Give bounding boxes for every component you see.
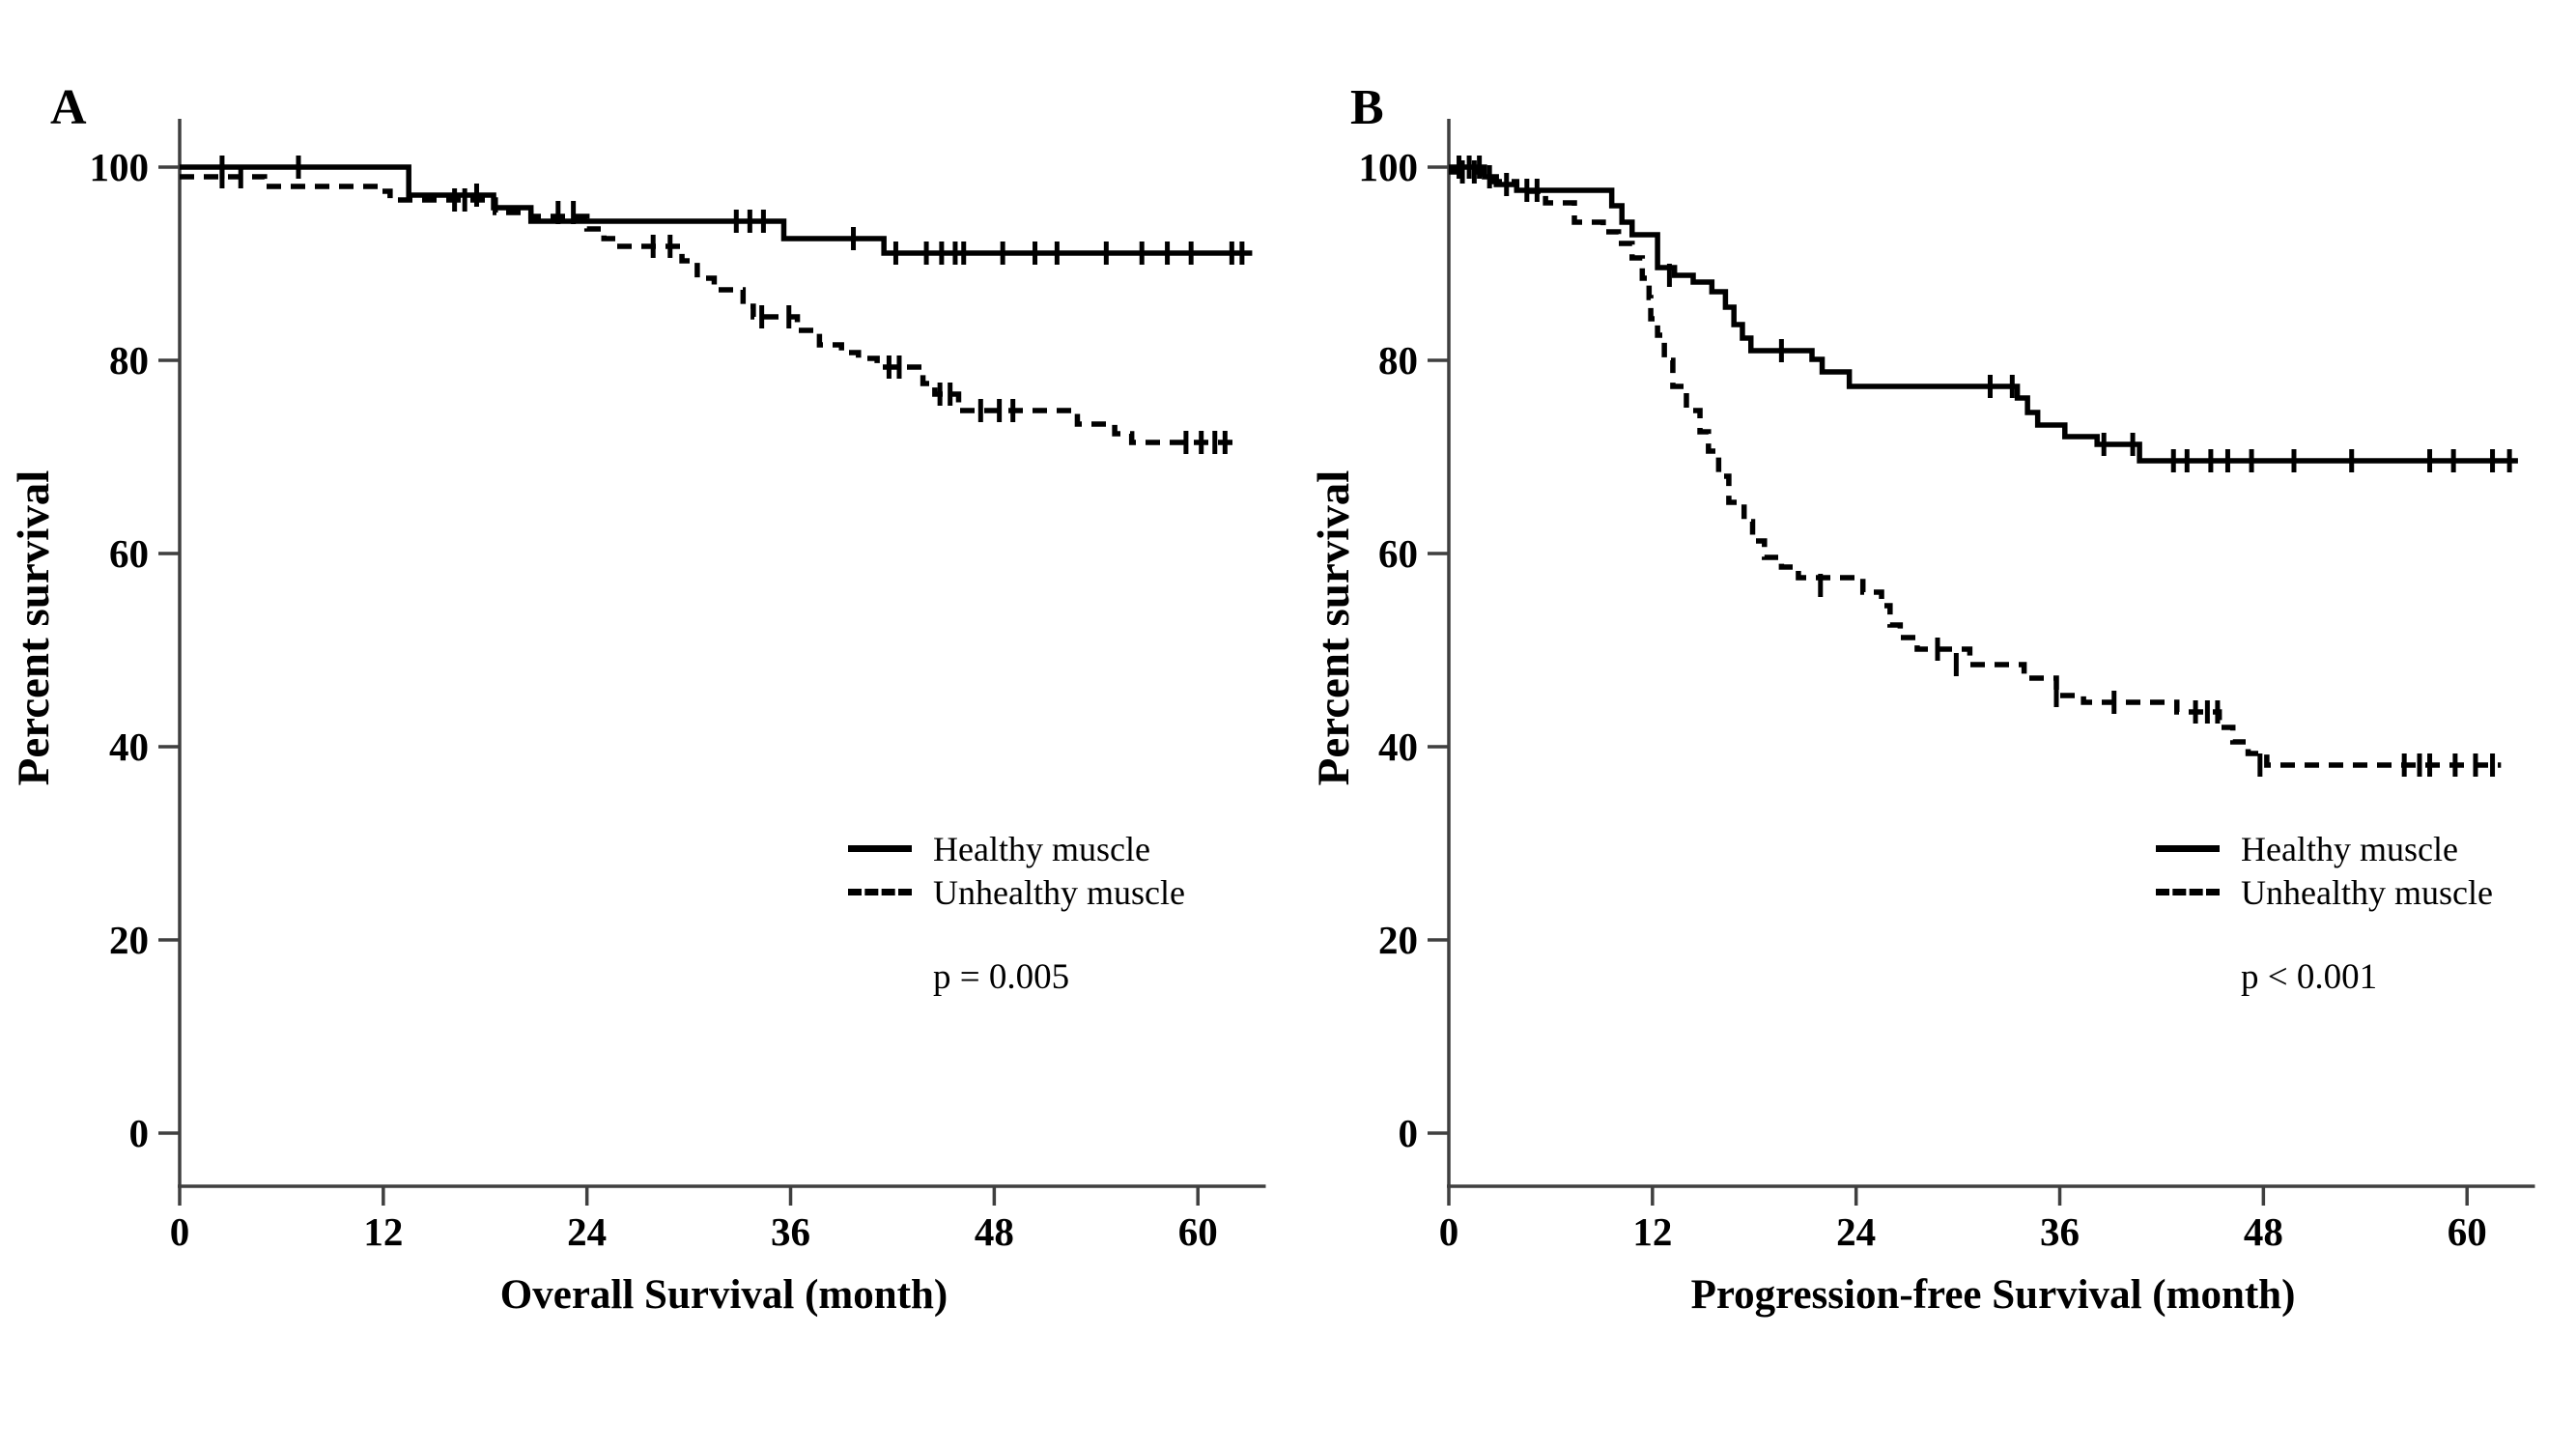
dashed-line-swatch-icon bbox=[848, 889, 912, 895]
y-tick-label: 0 bbox=[1399, 1111, 1419, 1155]
legend: Healthy muscle Unhealthy muscle p = 0.00… bbox=[848, 827, 1273, 998]
x-tick-label: 60 bbox=[2448, 1209, 2487, 1254]
legend-item-unhealthy: Unhealthy muscle bbox=[848, 870, 1273, 914]
legend-item-healthy: Healthy muscle bbox=[848, 827, 1273, 870]
y-tick-label: 60 bbox=[1378, 531, 1418, 576]
y-axis-title: Percent survival bbox=[1309, 469, 1359, 786]
y-tick-label: 20 bbox=[109, 918, 149, 962]
panel-letter: B bbox=[1350, 80, 1384, 135]
survival-curve-healthy-muscle bbox=[180, 164, 1253, 256]
y-tick-label: 100 bbox=[90, 145, 150, 189]
panel-overall-survival: 0 12 24 36 48 60 0 20 40 60 80 100 A Percent surviv… bbox=[9, 80, 1273, 1318]
panel-progression-free-survival: 0 12 24 36 48 60 0 20 40 60 80 100 B Percent surviv… bbox=[1269, 0, 2576, 1449]
y-tick-label: 40 bbox=[1378, 724, 1418, 769]
x-axis-title: Overall Survival (month) bbox=[499, 1272, 948, 1318]
x-tick-label: 24 bbox=[1836, 1209, 1876, 1254]
y-tick-label: 0 bbox=[129, 1111, 150, 1155]
dashed-line-swatch-icon bbox=[2156, 889, 2220, 895]
legend-label: Unhealthy muscle bbox=[2241, 872, 2493, 912]
y-tick-label: 80 bbox=[1378, 338, 1418, 383]
survival-curve-healthy-muscle bbox=[1449, 164, 2518, 464]
x-tick-label: 48 bbox=[2244, 1209, 2283, 1254]
legend-item-unhealthy: Unhealthy muscle bbox=[2156, 870, 2576, 914]
progression-free-survival-plot: 0 12 24 36 48 60 0 20 40 60 80 100 bbox=[1359, 119, 2535, 1254]
x-tick-label: 12 bbox=[1632, 1209, 1672, 1254]
x-axis-title: Progression-free Survival (month) bbox=[1690, 1272, 2296, 1318]
solid-line-swatch-icon bbox=[2156, 845, 2220, 852]
x-tick-label: 12 bbox=[363, 1209, 403, 1254]
x-tick-label: 0 bbox=[170, 1209, 190, 1254]
y-tick-label: 60 bbox=[109, 531, 149, 576]
y-tick-label: 80 bbox=[109, 338, 149, 383]
y-tick-label: 40 bbox=[109, 724, 149, 769]
p-value: p = 0.005 bbox=[933, 957, 1070, 997]
panel-letter: A bbox=[50, 80, 87, 135]
y-tick-label: 100 bbox=[1359, 145, 1419, 189]
solid-line-swatch-icon bbox=[848, 845, 912, 852]
legend-label: Unhealthy muscle bbox=[933, 872, 1185, 912]
x-tick-label: 0 bbox=[1439, 1209, 1459, 1254]
legend: Healthy muscle Unhealthy muscle p < 0.00… bbox=[2156, 827, 2576, 998]
x-tick-label: 48 bbox=[975, 1209, 1014, 1254]
survival-curve-unhealthy-muscle bbox=[180, 174, 1241, 445]
survival-curve-unhealthy-muscle bbox=[1449, 169, 2502, 768]
p-value: p < 0.001 bbox=[2241, 957, 2378, 997]
legend-label: Healthy muscle bbox=[2241, 829, 2458, 868]
x-tick-label: 24 bbox=[567, 1209, 607, 1254]
x-tick-label: 36 bbox=[771, 1209, 810, 1254]
x-tick-label: 60 bbox=[1178, 1209, 1218, 1254]
x-tick-label: 36 bbox=[2040, 1209, 2080, 1254]
y-tick-label: 20 bbox=[1378, 918, 1418, 962]
legend-label: Healthy muscle bbox=[933, 829, 1150, 868]
overall-survival-plot: 0 12 24 36 48 60 0 20 40 60 80 100 bbox=[90, 119, 1266, 1254]
y-axis-title: Percent survival bbox=[9, 469, 59, 786]
legend-item-healthy: Healthy muscle bbox=[2156, 827, 2576, 870]
